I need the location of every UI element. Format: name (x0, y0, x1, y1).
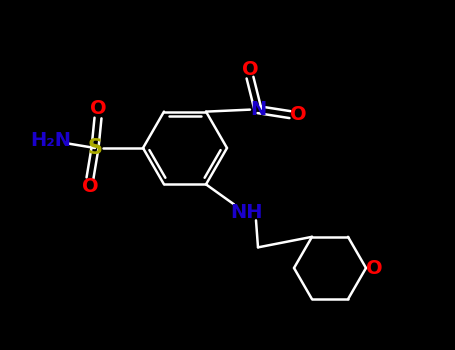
Text: O: O (82, 177, 98, 196)
Text: S: S (87, 138, 102, 158)
Text: N: N (250, 100, 266, 119)
Text: NH: NH (230, 203, 262, 222)
Text: H₂N: H₂N (30, 131, 71, 149)
Text: O: O (90, 99, 106, 119)
Text: O: O (366, 259, 382, 278)
Text: O: O (242, 60, 258, 79)
Text: O: O (290, 105, 306, 124)
